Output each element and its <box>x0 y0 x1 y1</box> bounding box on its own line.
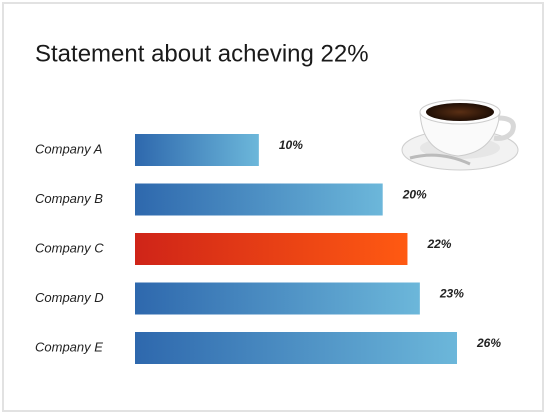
value-label: 23% <box>439 287 464 301</box>
bar <box>135 134 259 166</box>
value-label: 22% <box>426 237 451 251</box>
chart-title: Statement about acheving 22% <box>35 40 369 67</box>
bar <box>135 183 383 216</box>
category-label: Company C <box>35 240 104 255</box>
bar <box>135 233 408 265</box>
category-label: Company E <box>35 339 103 354</box>
value-label: 20% <box>402 188 427 202</box>
bar <box>135 282 420 315</box>
category-label: Company B <box>35 191 103 206</box>
category-label: Company D <box>35 290 104 305</box>
value-label: 10% <box>279 138 303 152</box>
value-label: 26% <box>476 336 501 350</box>
category-label: Company A <box>35 141 102 156</box>
coffee-cup <box>401 99 519 171</box>
bar <box>135 332 457 364</box>
